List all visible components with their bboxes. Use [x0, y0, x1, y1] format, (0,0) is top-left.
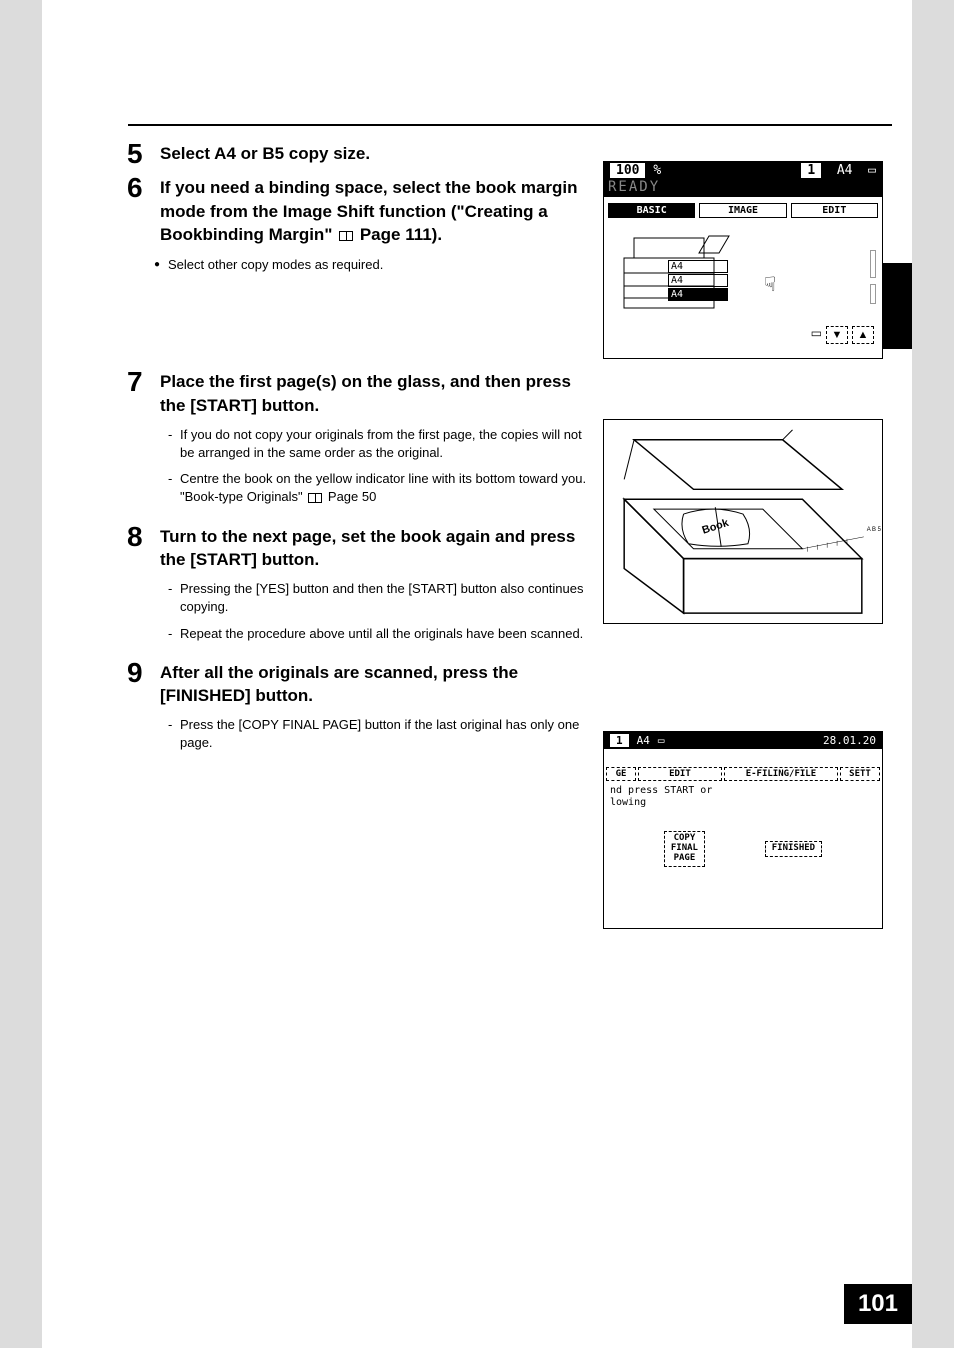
step-number: 6 — [127, 172, 143, 204]
step-title: Select A4 or B5 copy size. — [160, 142, 590, 166]
tray-1-label[interactable]: A4 — [668, 260, 728, 273]
copies-value: 1 — [610, 734, 629, 747]
step-title: Place the first page(s) on the glass, an… — [160, 370, 590, 418]
figure-lcd-finished: 1 A4 ▭ 28.01.20 GE EDIT E-FILING/FILE SE… — [603, 731, 883, 929]
scrollbar-icon[interactable] — [870, 250, 876, 278]
step-title: Turn to the next page, set the book agai… — [160, 525, 590, 573]
figure-scanner-glass: Book A B 5 — [603, 419, 883, 624]
lcd-ready: READY — [604, 179, 882, 197]
figure-lcd-paper-select: 100 % 1 A4 ▭ READY BASIC IMAGE EDIT A4 A… — [603, 161, 883, 359]
status-line-1: nd press START or — [610, 785, 876, 797]
printer-icon — [614, 228, 734, 318]
tab-ge[interactable]: GE — [606, 767, 636, 781]
arrow-up-button[interactable]: ▲ — [852, 326, 874, 344]
orientation-icon: ▭ — [658, 734, 665, 747]
tab-edit[interactable]: EDIT — [638, 767, 722, 781]
scrollbar-icon[interactable] — [870, 284, 876, 304]
tray-mini-icon: ▭ — [811, 326, 822, 344]
page-number: 101 — [844, 1284, 912, 1324]
tray-3-label[interactable]: A4 — [668, 288, 728, 301]
arrow-down-button[interactable]: ▼ — [826, 326, 848, 344]
tab-basic[interactable]: BASIC — [608, 203, 695, 218]
lcd-header: 1 A4 ▭ 28.01.20 — [604, 732, 882, 749]
lcd-buttons: COPY FINAL PAGE FINISHED — [604, 811, 882, 887]
step-title: If you need a binding space, select the … — [160, 176, 590, 247]
copy-final-page-button[interactable]: COPY FINAL PAGE — [664, 831, 705, 867]
finished-button[interactable]: FINISHED — [765, 841, 822, 857]
tab-efiling[interactable]: E-FILING/FILE — [724, 767, 838, 781]
scale-label: A B 5 — [867, 527, 882, 533]
copies-value: 1 — [801, 163, 821, 178]
step-sub: Press the [COPY FINAL PAGE] button if th… — [180, 716, 590, 752]
tab-edit[interactable]: EDIT — [791, 203, 878, 218]
zoom-value: 100 — [610, 163, 645, 178]
step-number: 9 — [127, 657, 143, 689]
book-icon — [339, 231, 353, 241]
hand-pointer-icon: ☟ — [764, 272, 776, 297]
ruler-icon — [802, 537, 863, 552]
lcd-zoom: 100 % — [610, 163, 661, 178]
tray-2-label[interactable]: A4 — [668, 274, 728, 287]
paper-size: A4 — [837, 163, 853, 178]
step-number: 5 — [127, 138, 143, 170]
zoom-unit: % — [653, 163, 661, 178]
step-number: 8 — [127, 521, 143, 553]
step-sub: Centre the book on the yellow indicator … — [180, 470, 590, 506]
sub-text: Centre the book on the yellow indicator … — [180, 471, 586, 504]
lcd-status: nd press START or lowing — [604, 783, 882, 811]
page-ref: Page 50 — [324, 489, 376, 504]
arrow-buttons: ▭ ▼ ▲ — [811, 326, 874, 344]
tab-sett[interactable]: SETT — [840, 767, 880, 781]
lcd-header: 100 % 1 A4 ▭ — [604, 162, 882, 179]
spacer — [128, 651, 892, 661]
lcd-copies-paper: 1 A4 ▭ — [801, 163, 876, 178]
page-ref: Page 111). — [355, 225, 442, 244]
step-sub: If you do not copy your originals from t… — [180, 426, 590, 462]
date-value: 28.01.20 — [823, 734, 876, 747]
step-number: 7 — [127, 366, 143, 398]
step-sub: Pressing the [YES] button and then the [… — [180, 580, 590, 616]
step-sub: Repeat the procedure above until all the… — [180, 625, 590, 643]
tab-image[interactable]: IMAGE — [699, 203, 786, 218]
lcd-body: A4 A4 A4 ☟ ▭ ▼ ▲ — [604, 222, 882, 352]
step-title: After all the originals are scanned, pre… — [160, 661, 590, 709]
status-line-2: lowing — [610, 797, 876, 809]
paper-size: A4 — [637, 734, 650, 747]
page-container: 5 Select A4 or B5 copy size. 6 If you ne… — [42, 0, 912, 1348]
lcd-tabs: BASIC IMAGE EDIT — [604, 197, 882, 222]
scanner-illustration: Book A B 5 — [604, 420, 882, 623]
book-icon — [308, 493, 322, 503]
lcd-tabs: GE EDIT E-FILING/FILE SETT — [604, 749, 882, 783]
